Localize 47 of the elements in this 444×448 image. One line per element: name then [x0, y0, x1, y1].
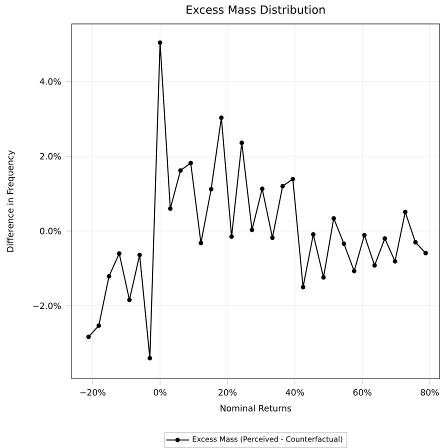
y-tick-label: −2.0% — [33, 302, 62, 310]
x-tick-label: 60% — [353, 389, 372, 396]
point — [392, 259, 398, 264]
point — [219, 116, 224, 120]
point — [208, 186, 214, 192]
point — [372, 263, 377, 268]
point — [413, 240, 418, 245]
point — [168, 206, 173, 211]
point — [198, 240, 204, 246]
point — [352, 268, 357, 274]
point — [96, 323, 102, 328]
point — [250, 228, 254, 232]
point — [106, 274, 112, 279]
point — [117, 251, 122, 256]
point — [403, 210, 408, 214]
point — [86, 334, 91, 340]
y-axis-title: Difference in Frequency — [6, 150, 16, 252]
point — [424, 250, 428, 256]
point — [290, 176, 296, 182]
point — [178, 168, 183, 173]
point — [362, 232, 367, 238]
point — [311, 232, 316, 237]
x-tick-label: 20% — [218, 389, 237, 396]
y-tick-label: 2.0% — [40, 153, 62, 160]
point — [127, 298, 132, 302]
x-axis-title: Nominal Returns — [220, 404, 292, 412]
point — [300, 284, 306, 290]
x-tick-label: 80% — [420, 389, 439, 396]
point — [270, 236, 275, 240]
point — [229, 234, 234, 239]
x-tick-label: −20% — [80, 389, 106, 396]
y-tick-label: 4.0% — [40, 78, 62, 85]
point — [260, 186, 265, 192]
point — [188, 160, 194, 166]
point — [137, 252, 142, 258]
point — [382, 236, 388, 241]
point — [342, 242, 346, 246]
point — [240, 140, 244, 146]
y-tick-label: 0.0% — [40, 228, 62, 234]
point — [148, 356, 152, 360]
point — [280, 184, 286, 188]
point — [158, 40, 162, 45]
point — [321, 275, 326, 280]
point — [332, 216, 336, 221]
x-tick-label: 0% — [154, 389, 167, 396]
chart-title: Excess Mass Distribution — [186, 5, 325, 14]
x-tick-label: 40% — [286, 389, 304, 396]
